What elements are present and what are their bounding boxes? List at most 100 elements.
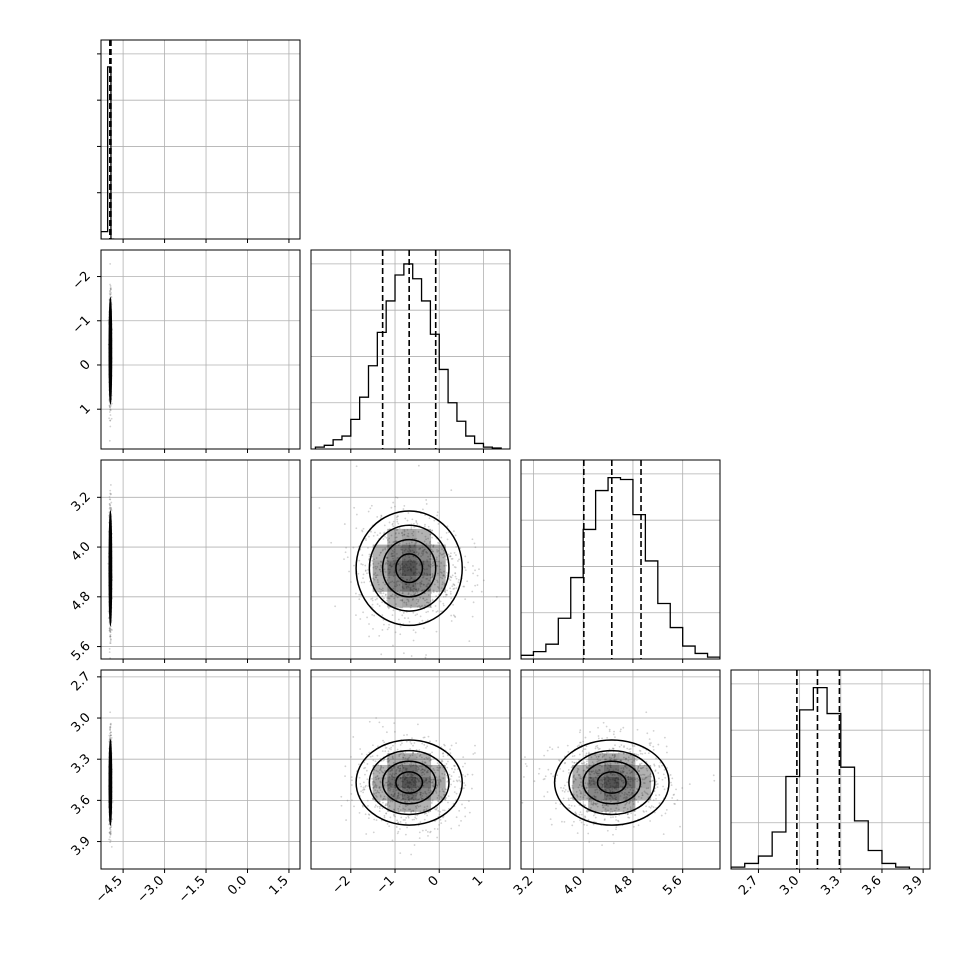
sample-point bbox=[405, 602, 408, 604]
sample-point bbox=[444, 591, 447, 594]
histogram-step bbox=[101, 66, 115, 239]
sample-point bbox=[371, 603, 374, 606]
sample-point bbox=[432, 544, 435, 547]
sample-point bbox=[386, 557, 388, 560]
sample-point bbox=[366, 616, 368, 619]
sample-point bbox=[380, 766, 382, 769]
sample-point bbox=[442, 556, 445, 559]
density-block bbox=[416, 591, 432, 608]
sample-point bbox=[425, 654, 427, 656]
sample-point bbox=[624, 774, 627, 777]
x-tick-label: −4.5 bbox=[93, 873, 126, 906]
sample-point bbox=[431, 751, 433, 754]
sample-point bbox=[393, 722, 396, 724]
sample-point bbox=[371, 613, 374, 616]
sample-point bbox=[384, 798, 387, 801]
sample-point bbox=[626, 747, 629, 750]
sample-point bbox=[595, 771, 598, 774]
sample-point bbox=[401, 614, 404, 617]
sample-point bbox=[413, 526, 416, 528]
sample-point bbox=[442, 752, 444, 755]
sample-point bbox=[436, 579, 438, 582]
sample-point bbox=[378, 791, 381, 794]
sample-point bbox=[463, 585, 466, 588]
sample-point bbox=[419, 791, 422, 794]
sample-point bbox=[655, 794, 657, 797]
sample-point bbox=[455, 587, 458, 590]
sample-point bbox=[417, 798, 420, 801]
sample-point bbox=[399, 828, 401, 830]
density-block bbox=[431, 764, 446, 777]
sample-point bbox=[427, 582, 430, 585]
density-block bbox=[431, 776, 446, 789]
sample-point bbox=[109, 635, 112, 638]
panel-frame bbox=[100, 39, 301, 240]
sample-point bbox=[463, 566, 466, 568]
density-block bbox=[387, 560, 402, 577]
sample-point bbox=[384, 547, 387, 550]
sample-point bbox=[436, 564, 439, 567]
sample-point bbox=[427, 789, 430, 792]
sample-point bbox=[394, 540, 397, 543]
x-tick-label: 0.0 bbox=[225, 873, 250, 898]
sample-point bbox=[458, 824, 461, 827]
sample-point bbox=[399, 767, 402, 770]
sample-point bbox=[441, 577, 444, 580]
sample-point bbox=[413, 593, 415, 596]
sample-point bbox=[594, 802, 597, 805]
sample-point bbox=[440, 760, 443, 763]
sample-point bbox=[437, 523, 440, 525]
sample-point bbox=[397, 792, 400, 794]
sample-point bbox=[359, 618, 362, 620]
sample-point bbox=[458, 558, 460, 561]
sample-point bbox=[374, 531, 376, 534]
sample-point bbox=[361, 529, 363, 532]
sample-point bbox=[384, 548, 387, 551]
sample-point bbox=[400, 816, 403, 819]
sample-point bbox=[351, 799, 353, 802]
sample-point bbox=[459, 787, 462, 790]
sample-point bbox=[422, 768, 425, 771]
sample-point bbox=[383, 568, 386, 571]
sample-point bbox=[404, 805, 407, 808]
sample-point bbox=[364, 785, 367, 788]
sample-point bbox=[389, 789, 391, 792]
sample-point bbox=[431, 598, 434, 601]
grid bbox=[311, 670, 510, 869]
sample-point bbox=[435, 808, 437, 811]
sample-point bbox=[362, 781, 365, 784]
sample-point bbox=[437, 585, 439, 588]
histogram-step bbox=[521, 476, 720, 659]
sample-point bbox=[446, 589, 448, 592]
sample-point bbox=[432, 778, 435, 781]
sample-point bbox=[428, 517, 431, 520]
sample-point bbox=[395, 581, 398, 584]
sample-point bbox=[414, 816, 417, 819]
sample-point bbox=[375, 792, 378, 794]
sample-point bbox=[442, 816, 444, 819]
sample-point bbox=[445, 593, 448, 596]
sample-point bbox=[652, 806, 655, 809]
sample-point bbox=[362, 527, 365, 530]
sample-point bbox=[109, 711, 112, 714]
sample-point bbox=[419, 596, 422, 599]
sample-point bbox=[381, 750, 384, 753]
sample-point bbox=[407, 758, 410, 761]
panel-frame bbox=[520, 459, 721, 660]
sample-point bbox=[655, 797, 657, 800]
sample-point bbox=[402, 508, 405, 510]
sample-point bbox=[364, 813, 367, 816]
sample-point bbox=[442, 574, 445, 576]
sample-point bbox=[444, 788, 447, 790]
sample-point bbox=[412, 809, 415, 812]
sample-point bbox=[374, 572, 377, 574]
sample-point bbox=[110, 824, 113, 827]
sample-point bbox=[440, 553, 443, 556]
sample-point bbox=[447, 795, 450, 798]
sample-point bbox=[344, 765, 347, 768]
sample-point bbox=[473, 542, 476, 545]
sample-point bbox=[407, 757, 410, 760]
sample-point bbox=[388, 623, 390, 626]
sample-point bbox=[454, 572, 457, 574]
sample-point bbox=[450, 620, 453, 622]
